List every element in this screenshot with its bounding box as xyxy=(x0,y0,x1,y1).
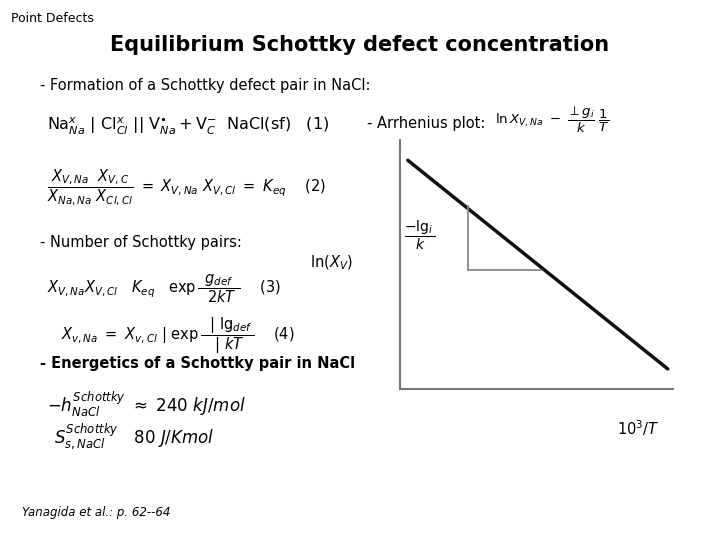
Text: $\ln(X_V)$: $\ln(X_V)$ xyxy=(310,254,353,272)
Text: $-h_{NaCl}^{Schottky}\ \approx\ 240\ kJ/mol$: $-h_{NaCl}^{Schottky}\ \approx\ 240\ kJ/… xyxy=(47,390,246,418)
Text: $S_{s,NaCl}^{Schottky}\ \ \ 80\ J/Kmol$: $S_{s,NaCl}^{Schottky}\ \ \ 80\ J/Kmol$ xyxy=(54,422,215,452)
Text: $\dfrac{X_{V,Na}\ \ X_{V,C}}{X_{Na,Na}\ X_{Cl,Cl}}\ =\ X_{V,Na}\ X_{V,Cl}\ =\ K_: $\dfrac{X_{V,Na}\ \ X_{V,C}}{X_{Na,Na}\ … xyxy=(47,167,325,207)
Text: - Number of Schottky pairs:: - Number of Schottky pairs: xyxy=(40,235,241,250)
Text: $\dfrac{-\lg_i}{k}$: $\dfrac{-\lg_i}{k}$ xyxy=(404,219,436,252)
Text: $10^3/T$: $10^3/T$ xyxy=(617,418,660,438)
Text: $X_{V,Na} X_{V,Cl}\ \ \ K_{eq}\ \ \ \exp\dfrac{g_{def}}{\ \ 2kT\ }\ \ \ \ (3)$: $X_{V,Na} X_{V,Cl}\ \ \ K_{eq}\ \ \ \exp… xyxy=(47,273,281,305)
Text: Yanagida et al.: p. 62--64: Yanagida et al.: p. 62--64 xyxy=(22,507,170,519)
Text: - Arrhenius plot:: - Arrhenius plot: xyxy=(367,116,485,131)
Text: $\ln X_{V,Na}\ -\ \dfrac{\perp g_i}{k}\ \dfrac{1}{T}$: $\ln X_{V,Na}\ -\ \dfrac{\perp g_i}{k}\ … xyxy=(495,105,610,136)
Text: $X_{v,Na}\ =\ X_{v,Cl}\ |\ \exp\dfrac{\ \ |\ \lg_{def}}{\ \ |\ kT\ }\ \ \ \ (4)$: $X_{v,Na}\ =\ X_{v,Cl}\ |\ \exp\dfrac{\ … xyxy=(61,316,294,356)
Text: Point Defects: Point Defects xyxy=(11,12,94,25)
Text: - Energetics of a Schottky pair in NaCl: - Energetics of a Schottky pair in NaCl xyxy=(40,356,355,372)
Text: $\mathrm{Na}_{Na}^{x}\ |\ \mathrm{Cl}_{Cl}^{x}\ ||\ \mathrm{V}_{Na}^{\bullet}+\m: $\mathrm{Na}_{Na}^{x}\ |\ \mathrm{Cl}_{C… xyxy=(47,116,329,137)
Text: Equilibrium Schottky defect concentration: Equilibrium Schottky defect concentratio… xyxy=(110,35,610,55)
Text: - Formation of a Schottky defect pair in NaCl:: - Formation of a Schottky defect pair in… xyxy=(40,78,370,93)
